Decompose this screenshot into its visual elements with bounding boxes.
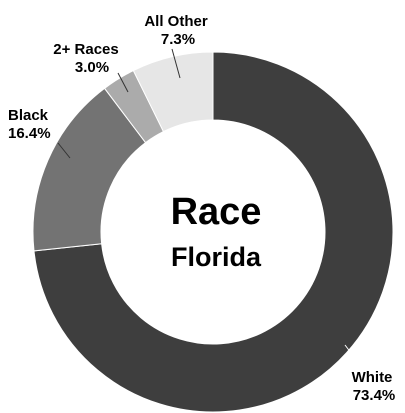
slice-label: All Other xyxy=(144,13,208,30)
slice-label: White xyxy=(352,369,393,386)
slice-value-label: 7.3% xyxy=(161,31,195,48)
slice-value-label: 16.4% xyxy=(8,125,51,142)
donut-slice xyxy=(33,51,394,413)
donut-slice xyxy=(132,51,214,133)
slice-value-label: 73.4% xyxy=(353,387,396,404)
leader-line xyxy=(117,72,129,93)
slice-label: Black xyxy=(8,107,49,124)
leader-line xyxy=(171,48,181,79)
chart-subtitle: Florida xyxy=(171,242,262,272)
slice-value-label: 3.0% xyxy=(75,59,109,76)
chart-title: Race xyxy=(171,191,262,233)
leader-line xyxy=(57,142,71,159)
leader-line xyxy=(344,344,359,363)
slice-label: 2+ Races xyxy=(53,41,118,58)
